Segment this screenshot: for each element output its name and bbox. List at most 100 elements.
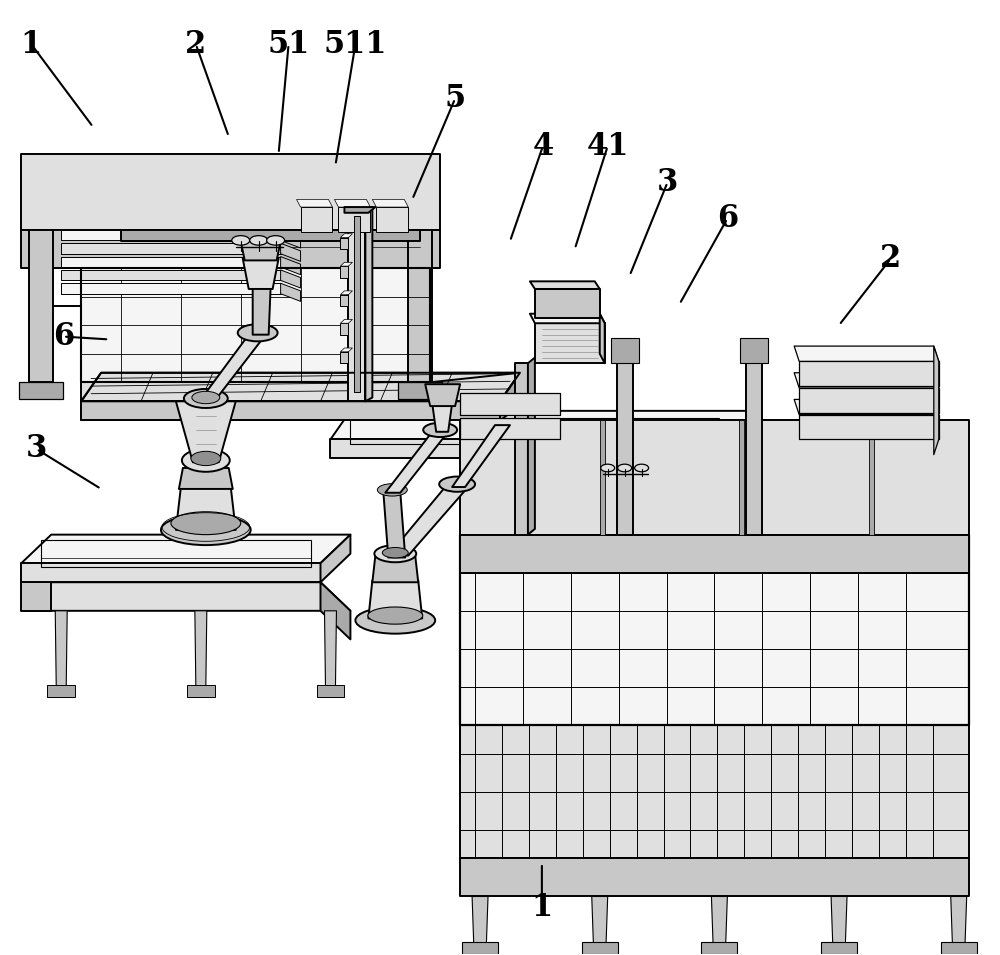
Polygon shape xyxy=(460,420,969,535)
Bar xyxy=(47,685,75,696)
Polygon shape xyxy=(281,244,301,262)
Polygon shape xyxy=(340,234,352,238)
Polygon shape xyxy=(320,535,350,583)
Ellipse shape xyxy=(601,464,615,472)
Polygon shape xyxy=(81,382,430,420)
Text: 5: 5 xyxy=(445,83,466,114)
Polygon shape xyxy=(934,346,939,455)
Bar xyxy=(701,943,737,954)
Ellipse shape xyxy=(377,483,407,496)
Polygon shape xyxy=(348,211,365,401)
Polygon shape xyxy=(340,351,348,363)
Text: 1: 1 xyxy=(531,892,552,923)
Polygon shape xyxy=(176,487,236,530)
Polygon shape xyxy=(385,432,448,493)
Polygon shape xyxy=(334,200,370,207)
Polygon shape xyxy=(179,468,233,489)
Polygon shape xyxy=(281,257,301,275)
Text: 2: 2 xyxy=(880,243,902,274)
Polygon shape xyxy=(831,897,847,954)
Text: 6: 6 xyxy=(717,203,738,234)
Polygon shape xyxy=(201,334,266,399)
Polygon shape xyxy=(61,230,281,241)
Polygon shape xyxy=(388,487,468,556)
Polygon shape xyxy=(21,583,51,611)
Polygon shape xyxy=(365,207,372,401)
Polygon shape xyxy=(600,314,605,363)
Polygon shape xyxy=(21,154,440,230)
Ellipse shape xyxy=(250,236,268,245)
Ellipse shape xyxy=(191,452,221,466)
Bar xyxy=(376,207,408,232)
Polygon shape xyxy=(500,372,520,420)
Polygon shape xyxy=(61,284,281,294)
Text: 1: 1 xyxy=(21,29,42,60)
Polygon shape xyxy=(340,266,348,278)
Text: 3: 3 xyxy=(26,434,47,464)
Polygon shape xyxy=(340,263,352,266)
Polygon shape xyxy=(799,388,939,413)
Polygon shape xyxy=(535,289,600,317)
Bar xyxy=(582,943,618,954)
Polygon shape xyxy=(460,535,969,573)
Ellipse shape xyxy=(635,464,649,472)
Ellipse shape xyxy=(423,423,457,437)
Polygon shape xyxy=(739,411,759,458)
Polygon shape xyxy=(617,344,633,535)
Polygon shape xyxy=(61,257,281,267)
Polygon shape xyxy=(425,384,460,406)
Polygon shape xyxy=(794,399,939,414)
Polygon shape xyxy=(320,583,350,640)
Bar xyxy=(19,382,63,399)
Polygon shape xyxy=(21,583,350,611)
Polygon shape xyxy=(530,282,600,289)
Polygon shape xyxy=(81,401,500,420)
Bar xyxy=(41,541,311,567)
Ellipse shape xyxy=(382,547,408,558)
Polygon shape xyxy=(368,581,422,619)
Polygon shape xyxy=(29,230,53,382)
Polygon shape xyxy=(460,859,969,897)
Ellipse shape xyxy=(232,236,250,245)
Polygon shape xyxy=(241,242,281,261)
Text: 6: 6 xyxy=(53,321,74,352)
Polygon shape xyxy=(372,200,408,207)
Bar xyxy=(821,943,857,954)
Polygon shape xyxy=(61,244,281,254)
Text: 3: 3 xyxy=(657,167,678,198)
Polygon shape xyxy=(460,393,560,414)
Polygon shape xyxy=(330,439,739,458)
Polygon shape xyxy=(21,535,350,563)
Polygon shape xyxy=(383,492,405,558)
Bar xyxy=(941,943,977,954)
Ellipse shape xyxy=(374,545,416,562)
Polygon shape xyxy=(528,357,535,535)
Polygon shape xyxy=(340,319,352,323)
Polygon shape xyxy=(324,611,336,687)
Polygon shape xyxy=(330,411,759,439)
Ellipse shape xyxy=(355,607,435,634)
Bar xyxy=(301,207,332,232)
Ellipse shape xyxy=(618,464,632,472)
Bar xyxy=(350,417,719,444)
Bar xyxy=(462,943,498,954)
Polygon shape xyxy=(600,420,605,535)
Polygon shape xyxy=(253,287,271,334)
Polygon shape xyxy=(711,897,727,954)
Bar xyxy=(611,338,639,363)
Polygon shape xyxy=(21,230,440,268)
Polygon shape xyxy=(243,259,279,289)
Ellipse shape xyxy=(238,324,278,341)
Polygon shape xyxy=(794,372,939,388)
Polygon shape xyxy=(281,230,301,248)
Text: 2: 2 xyxy=(185,29,206,60)
Polygon shape xyxy=(354,216,360,392)
Ellipse shape xyxy=(182,449,230,472)
Text: 511: 511 xyxy=(324,29,387,60)
Polygon shape xyxy=(535,323,605,363)
Polygon shape xyxy=(340,238,348,249)
Polygon shape xyxy=(81,268,430,382)
Polygon shape xyxy=(340,291,352,295)
Polygon shape xyxy=(340,348,352,351)
Polygon shape xyxy=(530,314,605,323)
